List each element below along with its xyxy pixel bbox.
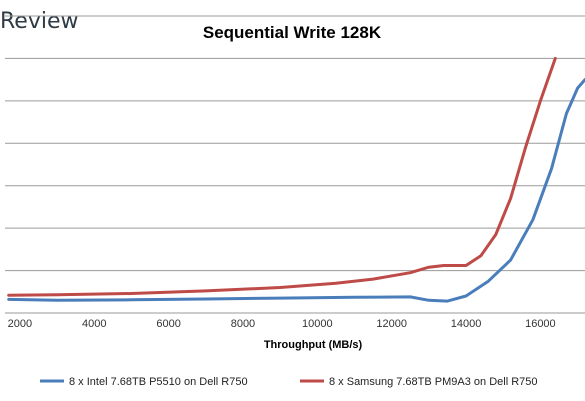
chart-title: Sequential Write 128K xyxy=(203,23,382,42)
x-axis-label: Throughput (MB/s) xyxy=(264,339,363,351)
x-tick-labels: 2000 4000 6000 8000 10000 12000 14000 16000 xyxy=(8,318,556,330)
gridlines xyxy=(5,15,585,272)
x-tick-label: 12000 xyxy=(376,318,407,330)
x-tick-label: 4000 xyxy=(82,318,106,330)
brand-logo-text: Review xyxy=(0,9,79,34)
series-lines xyxy=(7,56,585,303)
legend-label: 8 x Samsung 7.68TB PM9A3 on Dell R750 xyxy=(329,376,538,388)
legend: 8 x Intel 7.68TB P5510 on Dell R750 8 x S… xyxy=(40,376,538,388)
legend-label: 8 x Intel 7.68TB P5510 on Dell R750 xyxy=(69,376,248,388)
x-tick-label: 16000 xyxy=(525,318,556,330)
x-tick-label: 6000 xyxy=(156,318,180,330)
x-tick-label: 2000 xyxy=(8,318,32,330)
x-tick-label: 14000 xyxy=(451,318,482,330)
series-line-1 xyxy=(7,78,585,303)
x-tick-label: 10000 xyxy=(302,318,333,330)
x-tick-label: 8000 xyxy=(231,318,255,330)
series-line-2 xyxy=(7,56,557,297)
